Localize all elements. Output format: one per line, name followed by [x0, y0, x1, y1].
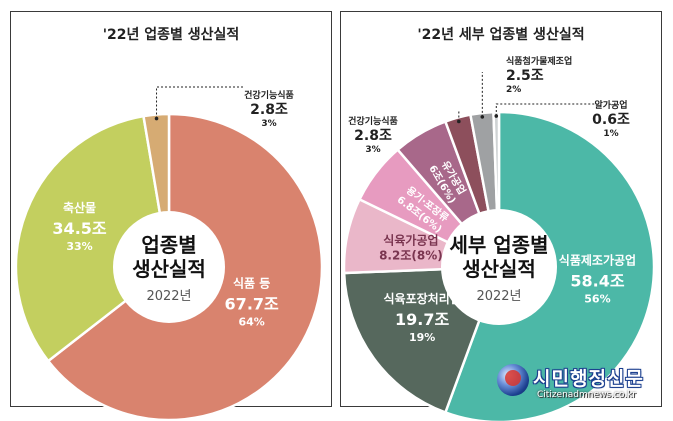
right-callout-dot-6 [480, 115, 485, 119]
right-chart-title: '22년 세부 업종별 생산실적 [417, 27, 585, 43]
left-callout-line-2 [156, 86, 243, 119]
right-callout-pct-7: 1% [603, 129, 618, 139]
left-center-title-1: 업종별 [141, 233, 196, 257]
right-center-title-2: 생산실적 [462, 257, 536, 281]
left-callout-name-2: 건강기능식품 [244, 89, 294, 101]
watermark-name: 시민행정신문 [533, 368, 644, 390]
right-label-name-2: 식육가공업 [383, 233, 438, 248]
left-label-name-1: 축산물 [63, 200, 96, 215]
left-center-title-2: 생산실적 [132, 257, 206, 281]
right-label-name-0: 식품제조가공업 [559, 253, 636, 268]
watermark-url: Citizenadmnews.co.kr [537, 390, 636, 400]
right-label-pct-1: 19% [409, 331, 435, 344]
left-callout-pct-2: 3% [261, 119, 276, 129]
right-callout-name-6: 식품첨가물제조업 [506, 55, 572, 67]
watermark: 시민행정신문 Citizenadmnews.co.kr [497, 362, 667, 406]
right-center-title-1: 세부 업종별 [450, 233, 549, 257]
right-callout-value-5: 2.8조 [354, 128, 392, 144]
right-donut-hole [441, 209, 557, 325]
right-label-value-2: 8.2조(8%) [379, 249, 443, 263]
left-label-value-0: 67.7조 [225, 294, 279, 313]
right-callout-dot-7 [494, 114, 499, 118]
left-label-pct-1: 33% [66, 240, 92, 253]
right-callout-name-5: 건강기능식품 [348, 115, 398, 127]
right-label-name-1: 식육포장처리업 [384, 291, 461, 306]
left-chart-title: '22년 업종별 생산실적 [102, 27, 240, 43]
right-callout-line-7 [495, 103, 597, 117]
left-chart-panel: '22년 업종별 생산실적 업종별 생산실적 2022년 식품 등 67.7조 64% 축산… [10, 11, 332, 421]
right-callout-name-7: 알가공업 [594, 99, 627, 111]
left-donut-hole [113, 211, 225, 323]
right-callout-line-5 [458, 111, 461, 122]
right-label-value-1: 19.7조 [395, 310, 449, 329]
right-callout-pct-5: 3% [365, 145, 380, 155]
left-slice-1 [14, 114, 171, 363]
left-center-year: 2022년 [146, 289, 191, 304]
left-callout-value-2: 2.8조 [250, 102, 288, 118]
right-center-year: 2022년 [476, 289, 521, 304]
left-callout-dot-2 [154, 116, 159, 121]
right-callout-value-7: 0.6조 [592, 112, 630, 128]
left-label-name-0: 식품 등 [233, 275, 270, 290]
right-label-value-0: 58.4조 [570, 272, 624, 291]
left-label-pct-0: 64% [238, 315, 264, 328]
right-chart-panel: '22년 세부 업종별 생산실적 세부 업종별 생산실적 2022년 식품제조가공업 5… [340, 11, 662, 421]
right-callout-value-6: 2.5조 [506, 68, 544, 84]
left-label-value-1: 34.5조 [52, 219, 106, 238]
right-label-pct-0: 56% [584, 293, 610, 306]
right-callout-pct-6: 2% [506, 85, 521, 95]
newspaper-logo-icon [497, 364, 529, 396]
right-callout-dot-5 [457, 119, 461, 124]
